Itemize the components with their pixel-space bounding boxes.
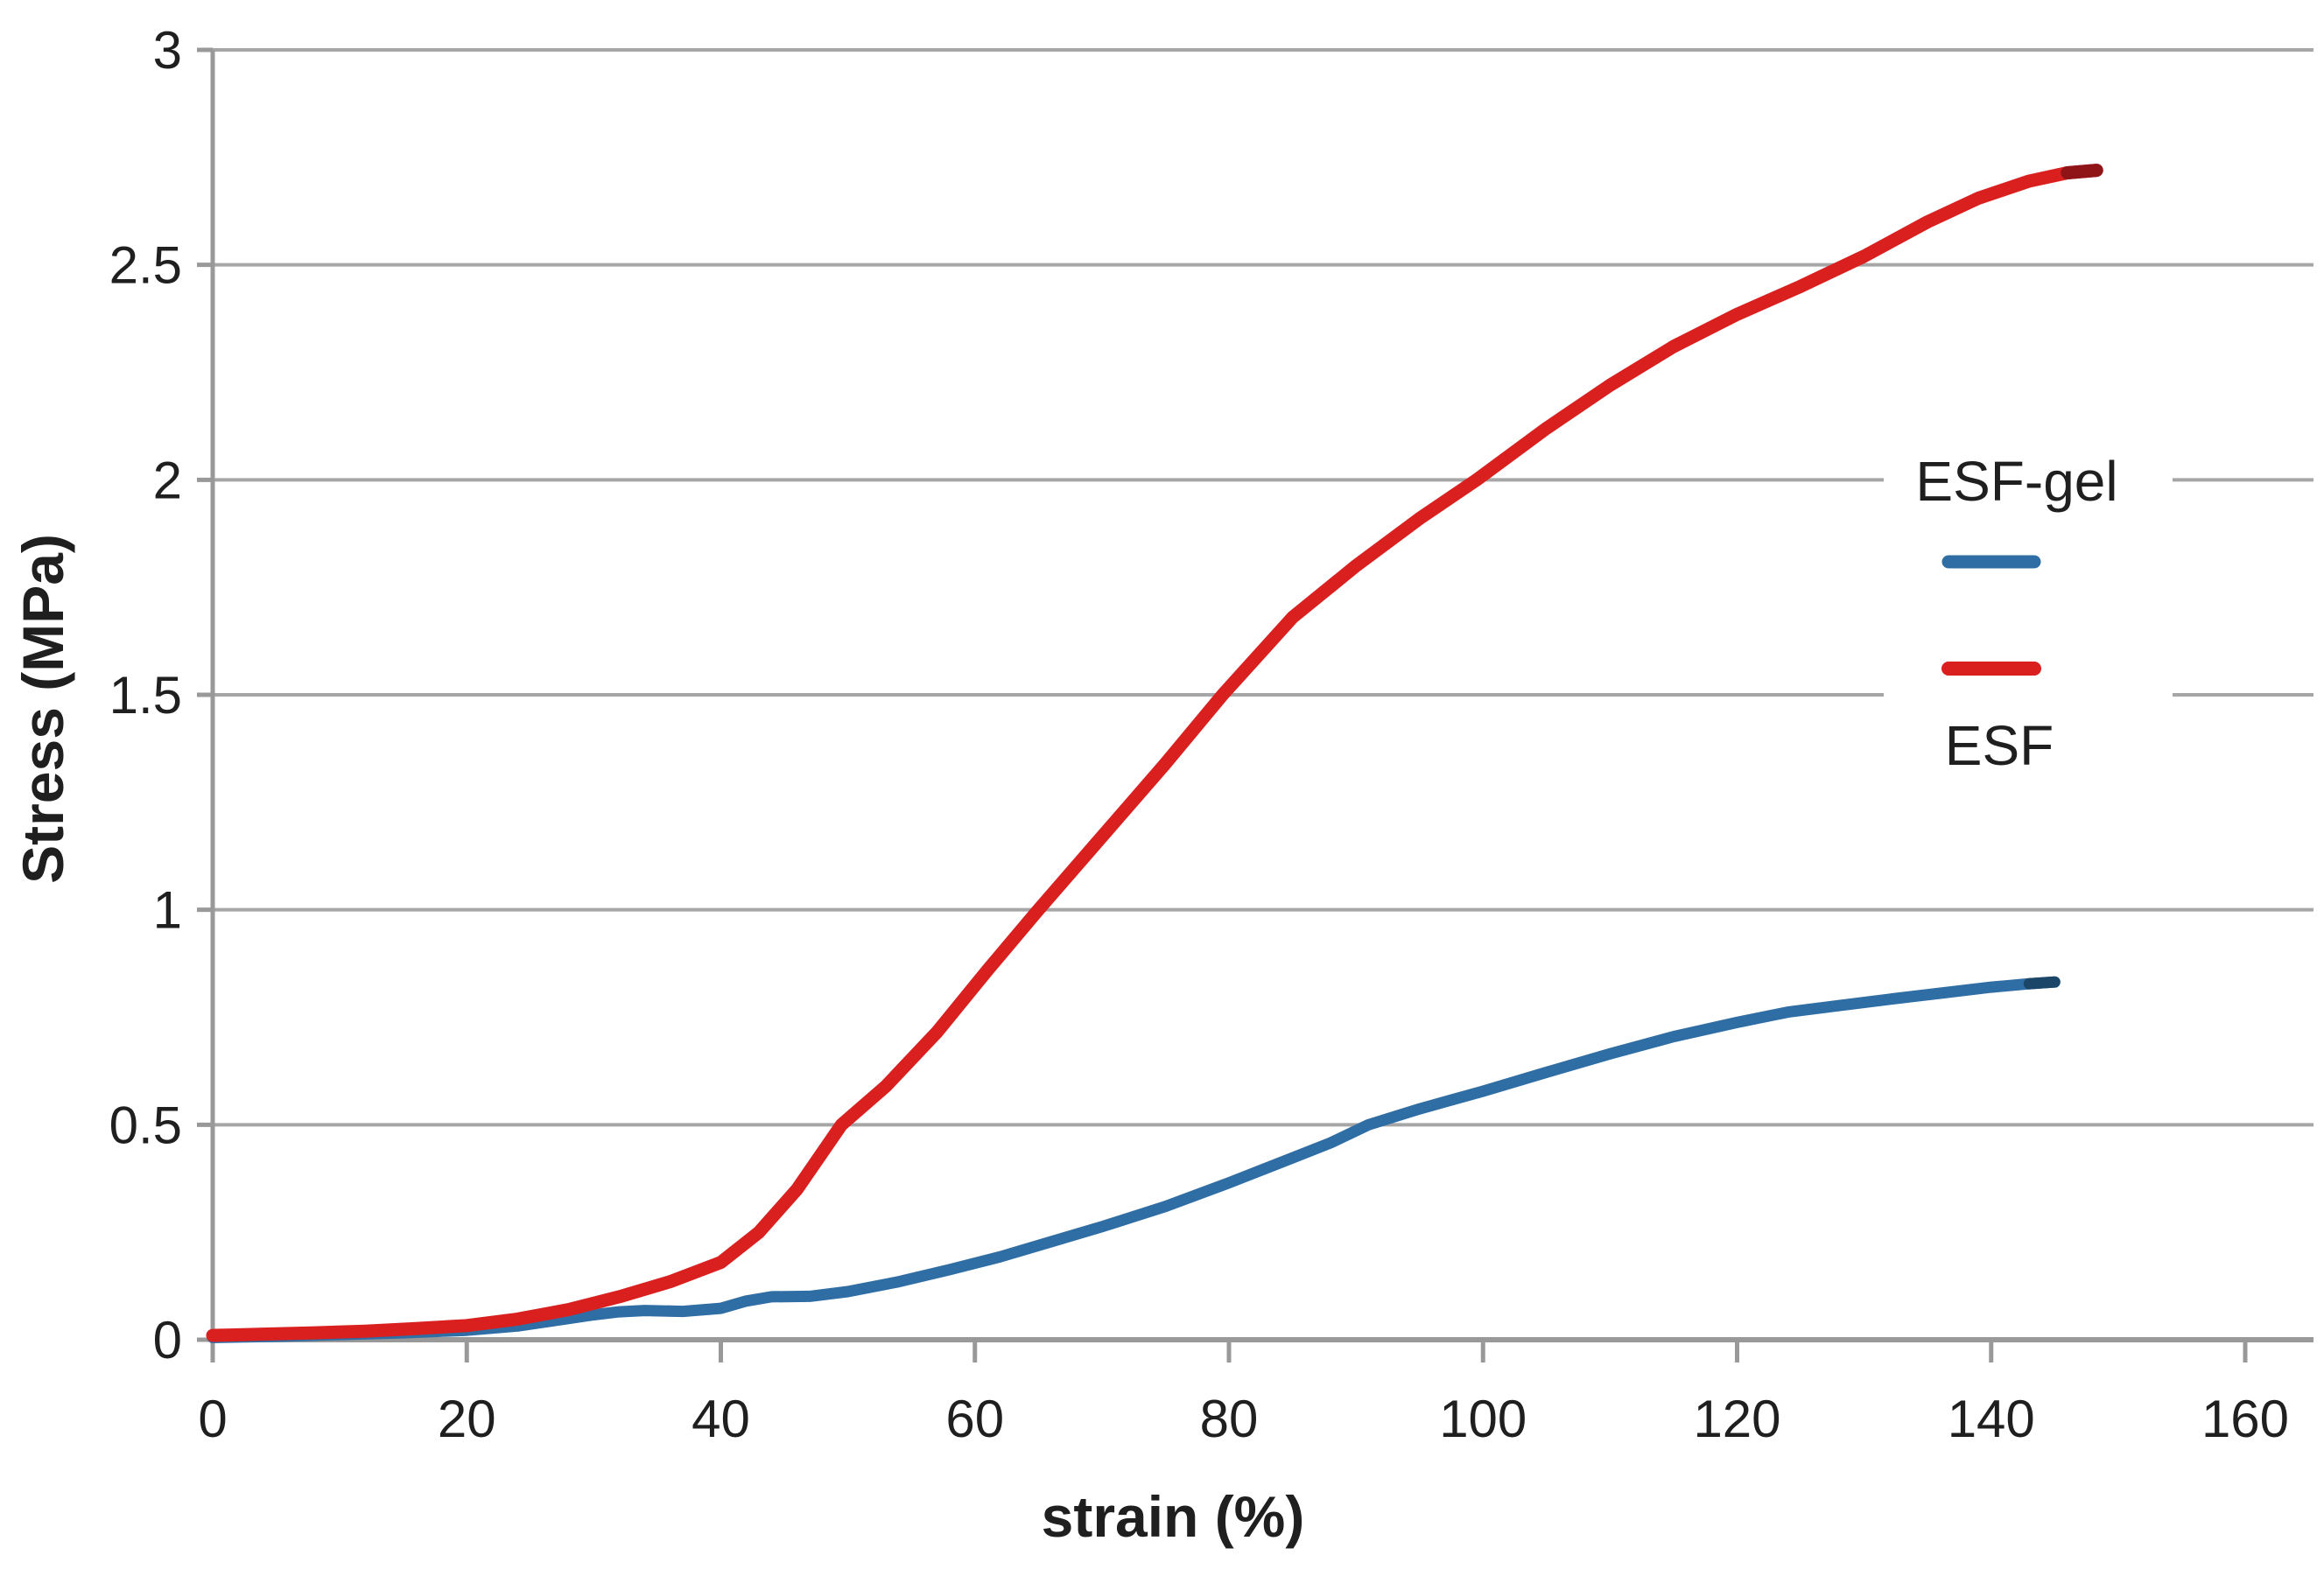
series-ESF-end-cap — [2061, 164, 2103, 179]
x-tick-label-140: 140 — [1948, 1390, 2035, 1448]
tick-labels-layer: 0 20 40 60 80 100 120 140 160 0 0.5 1 1.5 2 2.5 3 — [109, 21, 2289, 1448]
legend-label-esf: ESF — [1945, 714, 2054, 777]
axes-layer — [197, 47, 2313, 1362]
x-tick-label-0: 0 — [198, 1390, 227, 1448]
x-tick-label-60: 60 — [945, 1390, 1004, 1448]
x-tick-label-120: 120 — [1693, 1390, 1780, 1448]
y-tick-label-2: 2 — [153, 451, 182, 509]
series-ESF-gel-line — [207, 976, 2061, 1343]
series-ESF-gel-end-cap — [2023, 976, 2061, 990]
y-tick-label-2.5: 2.5 — [109, 236, 182, 295]
x-tick-label-100: 100 — [1439, 1390, 1527, 1448]
legend-label-esf-gel: ESF-gel — [1915, 450, 2117, 513]
series-ESF-line — [206, 164, 2103, 1342]
y-tick-label-1.5: 1.5 — [109, 666, 182, 725]
y-tick-label-1: 1 — [153, 881, 182, 940]
data-series-layer — [206, 164, 2103, 1343]
y-tick-label-0.5: 0.5 — [109, 1096, 182, 1154]
y-axis-title: Stress (MPa) — [11, 534, 75, 884]
legend-background-layer — [1884, 436, 2173, 786]
legend-background — [1884, 436, 2173, 786]
x-tick-label-80: 80 — [1200, 1390, 1259, 1448]
gridlines-layer — [213, 48, 2313, 1127]
x-axis-title: strain (%) — [1042, 1484, 1305, 1549]
x-tick-label-160: 160 — [2201, 1390, 2289, 1448]
y-tick-label-0: 0 — [153, 1311, 182, 1369]
legend: ESF-gel ESF — [1915, 450, 2117, 777]
y-tick-label-3: 3 — [153, 21, 182, 80]
x-tick-label-40: 40 — [692, 1390, 750, 1448]
x-tick-label-20: 20 — [438, 1390, 496, 1448]
